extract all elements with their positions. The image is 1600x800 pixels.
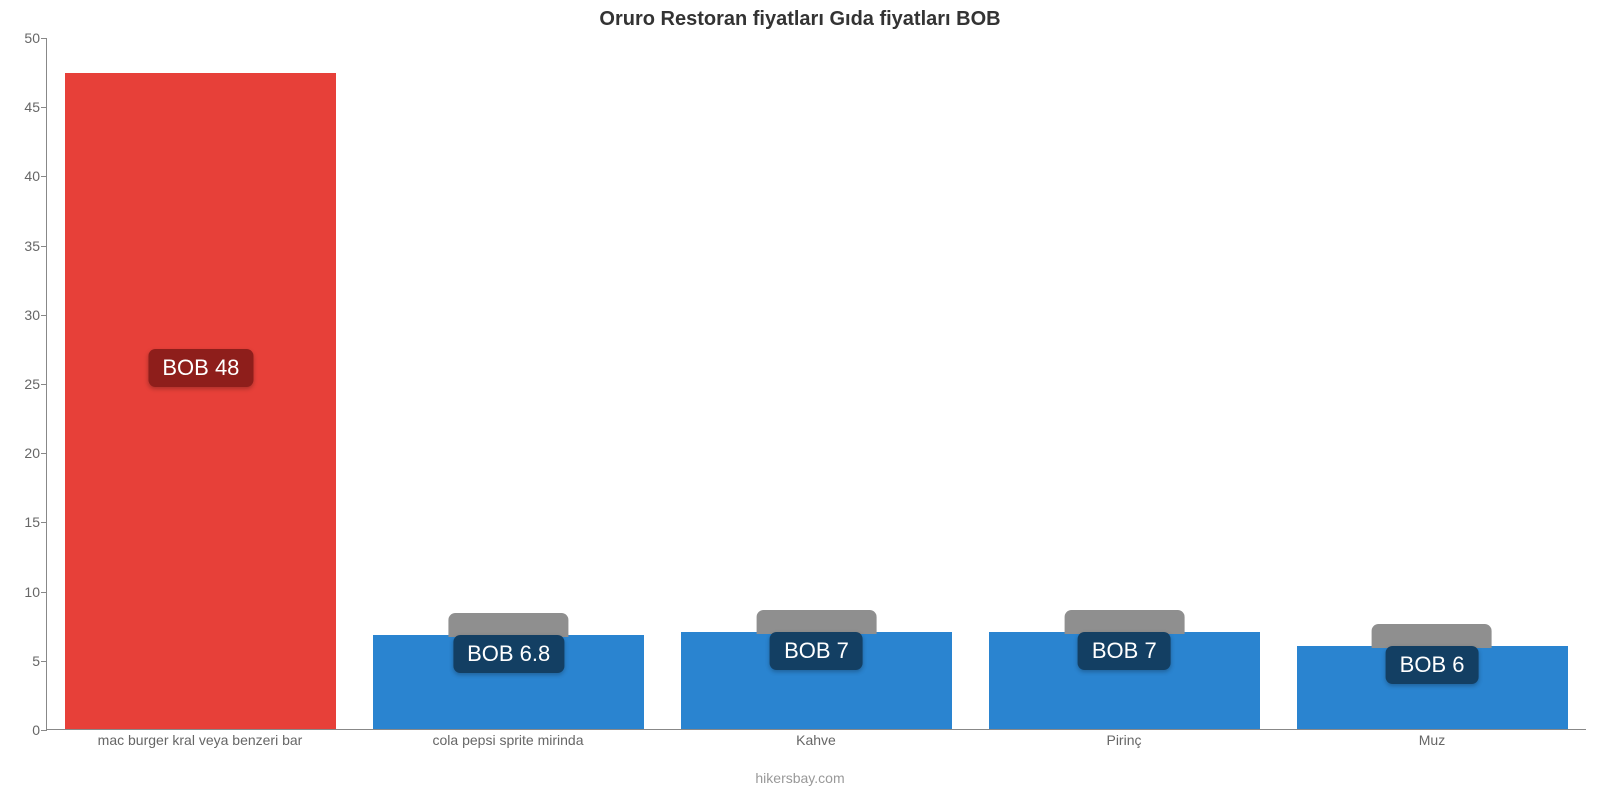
bar-value-label-wrap: BOB 6 [1386, 624, 1479, 662]
y-tick-label: 35 [0, 238, 40, 254]
y-tick-label: 40 [0, 168, 40, 184]
x-axis-label: Pirinç [970, 732, 1278, 748]
bar-value-label: BOB 7 [1078, 632, 1171, 670]
chart-footer-credit: hikersbay.com [0, 770, 1600, 786]
y-tick-label: 10 [0, 584, 40, 600]
bar: BOB 7 [681, 632, 952, 729]
bar-value-label-wrap: BOB 7 [1078, 610, 1171, 648]
bar-label-overhang [1372, 624, 1492, 648]
y-tick-label: 25 [0, 376, 40, 392]
y-tick-label: 15 [0, 514, 40, 530]
bar-value-label: BOB 7 [770, 632, 863, 670]
chart-title: Oruro Restoran fiyatları Gıda fiyatları … [0, 8, 1600, 31]
y-tick-label: 5 [0, 653, 40, 669]
bar-slot: BOB 6.8 [355, 38, 663, 729]
bar-value-label-wrap: BOB 48 [148, 349, 253, 387]
bar: BOB 6.8 [373, 635, 644, 729]
bar-value-label: BOB 6.8 [453, 635, 564, 673]
x-axis-label: Muz [1278, 732, 1586, 748]
bar: BOB 6 [1297, 646, 1568, 729]
bar-slot: BOB 7 [663, 38, 971, 729]
bar-value-label: BOB 6 [1386, 646, 1479, 684]
y-tick-label: 50 [0, 30, 40, 46]
bar: BOB 48 [65, 73, 336, 729]
price-bar-chart: Oruro Restoran fiyatları Gıda fiyatları … [0, 0, 1600, 800]
bar-label-overhang [449, 613, 569, 637]
bar-label-overhang [756, 610, 876, 634]
bar-value-label-wrap: BOB 7 [770, 610, 863, 648]
x-axis-label: Kahve [662, 732, 970, 748]
x-axis-labels: mac burger kral veya benzeri barcola pep… [46, 732, 1586, 748]
x-axis-label: mac burger kral veya benzeri bar [46, 732, 354, 748]
y-tick-label: 45 [0, 99, 40, 115]
bar: BOB 7 [989, 632, 1260, 729]
bar-value-label-wrap: BOB 6.8 [453, 613, 564, 651]
y-tick-label: 0 [0, 722, 40, 738]
x-axis-label: cola pepsi sprite mirinda [354, 732, 662, 748]
bars-container: BOB 48BOB 6.8BOB 7BOB 7BOB 6 [47, 38, 1586, 729]
bar-value-label: BOB 48 [148, 349, 253, 387]
bar-slot: BOB 7 [970, 38, 1278, 729]
y-tick-label: 20 [0, 445, 40, 461]
plot-area: BOB 48BOB 6.8BOB 7BOB 7BOB 6 [46, 38, 1586, 730]
y-tick-label: 30 [0, 307, 40, 323]
bar-slot: BOB 6 [1278, 38, 1586, 729]
bar-slot: BOB 48 [47, 38, 355, 729]
bar-label-overhang [1064, 610, 1184, 634]
